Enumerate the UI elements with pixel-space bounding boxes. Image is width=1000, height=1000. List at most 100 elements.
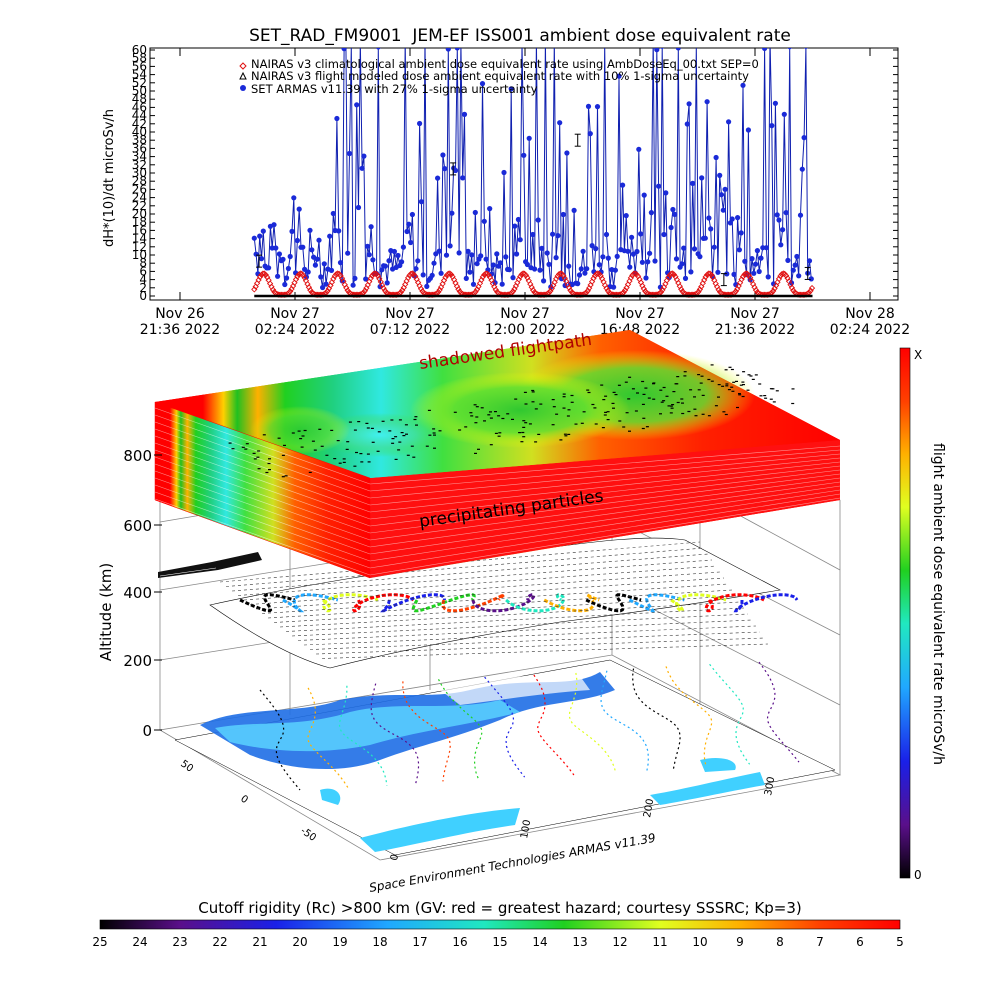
armas-point <box>501 169 507 176</box>
flightpath-mark <box>652 383 655 385</box>
y-tick-label: 56 <box>132 59 147 73</box>
armas-point <box>307 227 313 233</box>
flightpath-mark <box>397 449 401 451</box>
orbit-grid-line <box>243 565 717 601</box>
rigidity-tick-label: 16 <box>452 935 467 949</box>
flightpath-mark <box>722 411 726 413</box>
orbit-wave <box>282 593 339 613</box>
flightpath-mark <box>531 401 535 403</box>
armas-point <box>648 210 655 216</box>
armas-point <box>346 150 353 157</box>
flightpath-mark <box>735 380 738 382</box>
flightpath-mark <box>497 435 501 437</box>
armas-point <box>781 111 787 117</box>
flightpath-mark <box>727 389 731 391</box>
flightpath-mark <box>313 449 317 451</box>
y-tick-label: 38 <box>132 133 147 147</box>
armas-point <box>318 274 324 280</box>
y-tick-label: 22 <box>132 199 147 213</box>
armas-point <box>391 248 397 255</box>
flightpath-mark <box>300 446 304 448</box>
armas-point <box>585 103 592 109</box>
armas-point <box>797 212 804 218</box>
flightpath-mark <box>433 434 436 436</box>
armas-point <box>354 102 360 108</box>
armas-point <box>668 224 674 231</box>
diamond-icon <box>239 62 247 70</box>
flightpath-mark <box>487 414 491 416</box>
armas-point <box>490 262 496 268</box>
armas-point <box>469 252 475 258</box>
y-tick-label: 18 <box>132 215 147 229</box>
y-tick-label: 44 <box>132 109 147 123</box>
flightpath-mark <box>791 388 795 390</box>
rigidity-tick-label: 10 <box>692 935 707 949</box>
flightpath-mark <box>742 384 745 386</box>
armas-point <box>510 275 516 281</box>
flightpath-mark <box>469 412 473 414</box>
armas-point <box>330 210 336 217</box>
armas-point <box>672 211 678 217</box>
armas-point <box>269 245 275 251</box>
nairas-clim-point <box>343 284 350 291</box>
armas-point <box>460 175 466 181</box>
armas-point <box>435 175 441 181</box>
flightpath-mark <box>738 394 742 396</box>
rigidity-tick-label: 23 <box>172 935 187 949</box>
flightpath-mark <box>775 390 779 392</box>
armas-point <box>660 48 665 49</box>
rigidity-tick-label: 24 <box>132 935 147 949</box>
ground-map <box>174 659 836 856</box>
nairas-clim-point <box>708 271 715 279</box>
flightpath-mark <box>563 433 567 435</box>
armas-point <box>291 195 297 201</box>
flightpath-mark <box>642 417 646 419</box>
armas-point <box>355 204 362 211</box>
flightpath-mark <box>470 415 474 417</box>
armas-point <box>806 258 813 264</box>
flightpath-mark <box>366 427 370 429</box>
y-tick-label: 10 <box>132 248 147 262</box>
nairas-clim-point <box>417 285 425 292</box>
flightpath-mark <box>670 407 674 409</box>
armas-point <box>641 192 647 198</box>
flightpath-mark <box>346 441 350 443</box>
armas-point <box>787 48 792 50</box>
armas-point <box>424 283 430 289</box>
flightpath-mark <box>628 376 632 378</box>
flightpath-mark <box>398 441 402 443</box>
armas-point <box>684 121 690 127</box>
x-tick-label-date: Nov 26 <box>155 306 205 322</box>
flightpath-mark <box>365 422 369 424</box>
flightpath-mark <box>741 381 745 383</box>
slab-stripe <box>369 461 841 513</box>
flightpath-mark <box>604 411 608 413</box>
ground-x-tick-label: 100 <box>519 819 533 840</box>
flightpath-mark <box>746 389 750 391</box>
armas-point <box>535 217 541 223</box>
armas-point <box>686 101 692 107</box>
armas-point <box>323 281 329 287</box>
orbit-wave <box>704 593 765 613</box>
flightpath-mark <box>336 440 340 442</box>
flightpath-mark <box>474 422 478 424</box>
armas-point <box>553 255 559 261</box>
armas-point <box>566 263 572 269</box>
flightpath-mark <box>256 456 260 458</box>
flightpath-mark <box>717 384 721 386</box>
armas-point <box>740 82 746 88</box>
armas-point <box>754 248 761 254</box>
flightpath-mark <box>570 401 574 403</box>
flightpath-mark <box>700 375 704 377</box>
flightpath-mark <box>586 389 590 391</box>
flightpath-mark <box>303 429 307 432</box>
flightpath-mark <box>580 422 584 424</box>
armas-point <box>688 269 694 275</box>
flightpath-mark <box>377 431 381 433</box>
flightpath-mark <box>562 393 566 395</box>
flightpath-mark <box>693 396 696 398</box>
armas-point <box>681 245 687 251</box>
armas-point <box>736 247 743 253</box>
armas-point <box>409 211 415 218</box>
